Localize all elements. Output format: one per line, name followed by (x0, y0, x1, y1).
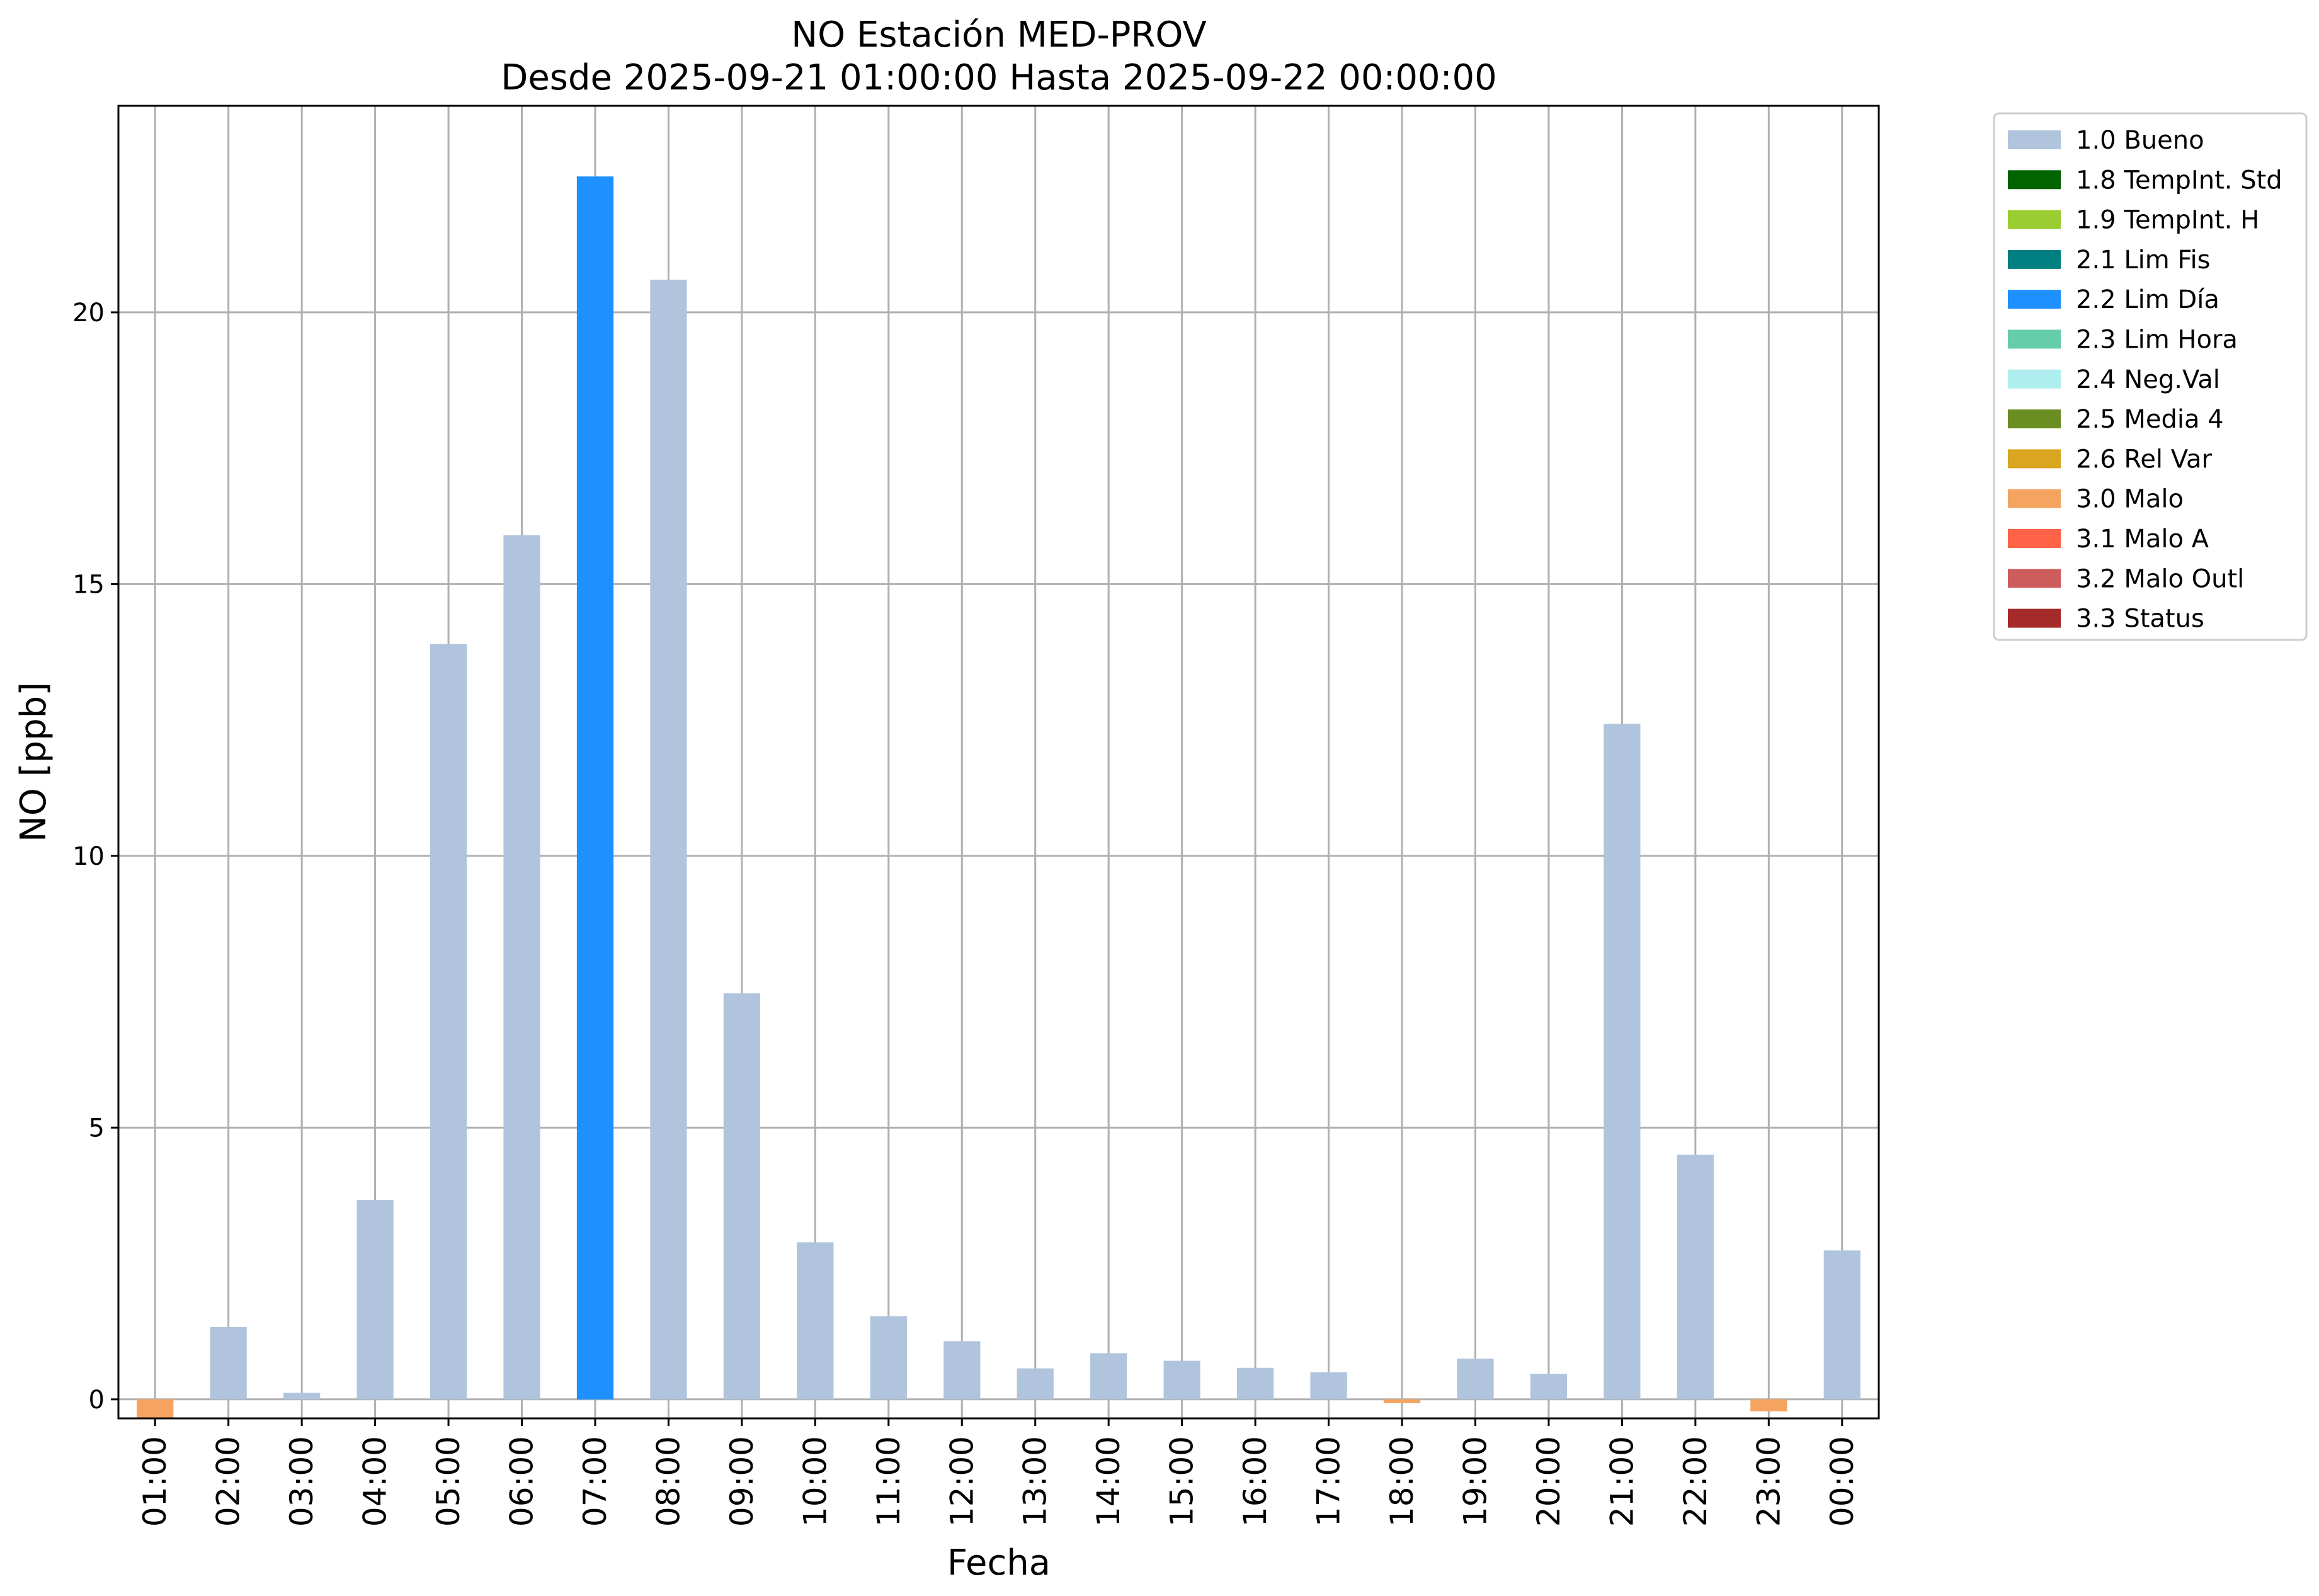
bar (1823, 1250, 1860, 1399)
legend-swatch (2008, 449, 2061, 469)
bar (576, 176, 614, 1399)
legend-swatch (2008, 369, 2061, 389)
legend-swatch (2008, 170, 2061, 190)
bar (1604, 724, 1641, 1399)
legend-swatch (2008, 608, 2061, 628)
bar (1750, 1399, 1787, 1411)
x-tick-label: 17:00 (1311, 1436, 1347, 1527)
legend-label: 2.2 Lim Día (2076, 285, 2219, 314)
legend-swatch (2008, 409, 2061, 429)
x-tick-label: 20:00 (1530, 1436, 1567, 1527)
x-tick-label: 18:00 (1384, 1436, 1420, 1527)
legend-label: 2.1 Lim Fis (2076, 246, 2210, 275)
x-tick-label: 23:00 (1750, 1436, 1787, 1527)
x-tick-label: 21:00 (1604, 1436, 1640, 1527)
bar (1236, 1367, 1274, 1399)
bar (1090, 1353, 1127, 1399)
y-axis-ticks: 0 5 10 15 20 (72, 299, 118, 1415)
legend-swatch (2008, 210, 2061, 229)
bar (870, 1316, 907, 1399)
x-tick-label: 16:00 (1237, 1436, 1273, 1527)
bar (1457, 1359, 1494, 1399)
y-tick-label: 15 (72, 570, 105, 599)
chart-title: NO Estación MED-PROV (791, 14, 1207, 55)
x-tick-label: 06:00 (504, 1436, 540, 1527)
y-axis-label: NO [ppb] (13, 682, 54, 842)
legend-items: 1.0 Bueno 1.8 TempInt. Std 1.9 TempInt. H 2… (2008, 126, 2282, 634)
legend-label: 3.2 Malo Outl (2076, 564, 2244, 593)
x-axis-label: Fecha (947, 1542, 1051, 1583)
y-tick-label: 0 (89, 1386, 105, 1415)
legend-swatch (2008, 529, 2061, 548)
x-tick-label: 00:00 (1824, 1436, 1860, 1527)
legend-label: 2.6 Rel Var (2076, 445, 2213, 474)
x-tick-label: 02:00 (210, 1436, 247, 1527)
plot-frame (117, 105, 1880, 1420)
bar (1017, 1368, 1054, 1399)
x-tick-label: 11:00 (870, 1436, 907, 1527)
x-tick-label: 04:00 (357, 1436, 394, 1527)
x-tick-label: 22:00 (1677, 1436, 1714, 1527)
legend-swatch (2008, 290, 2061, 309)
legend-label: 3.3 Status (2076, 605, 2204, 634)
legend-box (1993, 112, 2308, 641)
legend-swatch (2008, 329, 2061, 349)
bar (797, 1242, 834, 1399)
x-tick-label: 13:00 (1017, 1436, 1054, 1527)
x-tick-label: 09:00 (724, 1436, 760, 1527)
x-tick-label: 03:00 (283, 1436, 320, 1527)
x-tick-label: 15:00 (1164, 1436, 1200, 1527)
y-tick-label: 20 (72, 299, 105, 328)
legend-label: 2.5 Media 4 (2076, 405, 2224, 434)
legend-label: 3.0 Malo (2076, 485, 2184, 514)
bar (356, 1200, 394, 1399)
bar (1530, 1374, 1568, 1399)
x-tick-label: 19:00 (1457, 1436, 1493, 1527)
legend-swatch (2008, 489, 2061, 508)
legend-label: 1.0 Bueno (2076, 126, 2204, 155)
legend-swatch (2008, 569, 2061, 588)
bar (1163, 1360, 1200, 1399)
bar (283, 1393, 321, 1399)
bar (210, 1327, 247, 1399)
x-tick-label: 12:00 (943, 1436, 980, 1527)
bar (503, 535, 540, 1399)
x-tick-label: 08:00 (650, 1436, 687, 1527)
legend-swatch (2008, 249, 2061, 269)
legend-swatch (2008, 130, 2061, 149)
bar (1310, 1372, 1347, 1399)
x-tick-label: 10:00 (797, 1436, 833, 1527)
x-tick-label: 14:00 (1090, 1436, 1127, 1527)
bar (650, 280, 687, 1399)
bar (1677, 1154, 1714, 1399)
y-tick-label: 5 (89, 1114, 105, 1143)
y-tick-label: 10 (72, 842, 105, 871)
bar (943, 1341, 981, 1399)
legend-label: 3.1 Malo A (2076, 525, 2209, 554)
bar (430, 644, 467, 1399)
legend-label: 1.9 TempInt. H (2076, 206, 2259, 235)
x-tick-label: 01:00 (137, 1436, 173, 1527)
x-tick-label: 07:00 (577, 1436, 613, 1527)
chart-subtitle: Desde 2025-09-21 01:00:00 Hasta 2025-09-… (501, 57, 1497, 98)
x-tick-label: 05:00 (430, 1436, 467, 1527)
bars (137, 176, 1860, 1418)
legend: 1.0 Bueno 1.8 TempInt. Std 1.9 TempInt. H 2… (1993, 112, 2308, 641)
x-axis-ticks: 01:00 02:00 03:00 04:00 05:00 06:00 07:00 08:00… (137, 1418, 1860, 1527)
legend-label: 2.4 Neg.Val (2076, 365, 2220, 394)
legend-label: 2.3 Lim Hora (2076, 326, 2238, 355)
bar (723, 993, 761, 1399)
legend-label: 1.8 TempInt. Std (2076, 166, 2282, 195)
bar (1383, 1399, 1421, 1403)
bar (137, 1399, 174, 1418)
